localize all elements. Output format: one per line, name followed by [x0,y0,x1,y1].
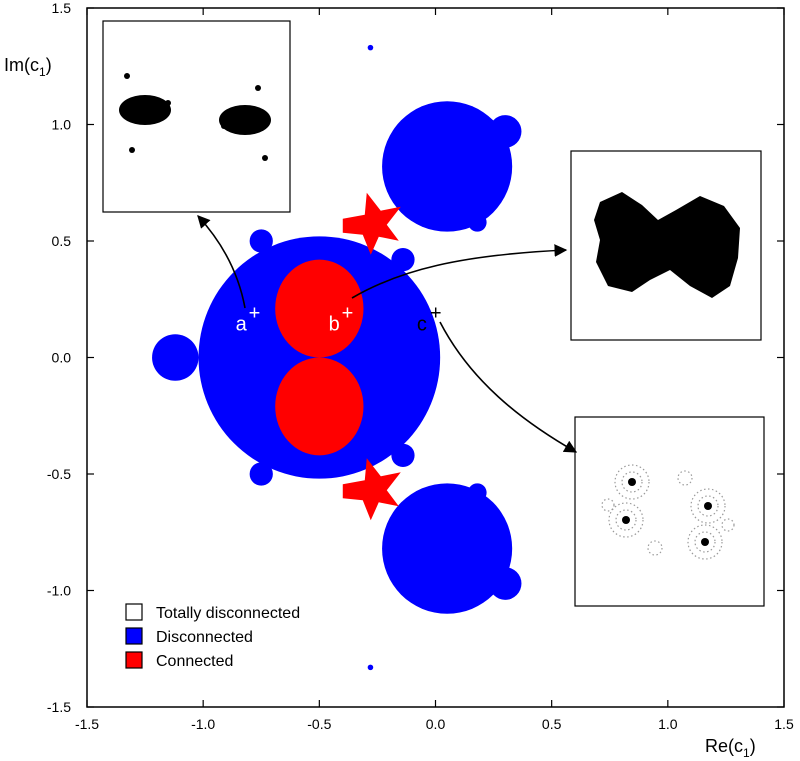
x-tick-label: 0.5 [542,716,562,732]
disconnected-small-bulb [391,247,415,272]
set-regions [152,44,522,671]
point-marker-b: + [342,303,354,325]
disconnected-small-bulb [468,483,487,502]
arrow-c-to-inset [439,321,578,453]
legend-swatch-totally-disconnected [125,603,143,621]
y-tick-label: 0.0 [52,350,72,366]
point-label-c: c [417,314,427,336]
x-tick-label: 0.0 [426,716,446,732]
disconnected-small-bulb [244,282,264,302]
point-label-a: a [236,314,248,336]
point-label-b: b [329,314,340,336]
x-axis-label: Re(c1) [705,736,756,760]
y-tick-label: -0.5 [47,466,71,482]
legend-label-disconnected: Disconnected [156,629,253,646]
connected-lower-cross [342,458,401,521]
point-labels: a + b + c + [236,303,442,336]
julia-set-c-image [601,464,735,560]
isolated-disconnected-point [367,44,374,51]
julia-set-b-image [594,192,740,298]
disconnected-small-bulb [249,462,273,486]
inset-c [574,416,765,607]
legend-label-connected: Connected [156,653,233,670]
y-tick-label: 1.0 [52,117,72,133]
x-tick-label: 1.5 [774,716,794,732]
x-tick-label: -1.0 [191,716,215,732]
y-tick-label: 1.5 [52,0,72,16]
axis-ticks: -1.5 -1.0 -0.5 0.0 0.5 1.0 1.5 1.5 1.0 0.5 0.0 -0.5… [47,0,794,732]
disconnected-small-bulb [391,443,415,468]
connected-upper-lobe [275,259,364,358]
inset-b [570,150,762,341]
disconnected-left-bulb [152,334,199,381]
inset-c-frame [574,416,765,607]
arrow-a-to-inset [197,215,246,309]
point-marker-a: + [249,303,261,325]
inset-a [102,20,291,213]
disconnected-small-bulb [488,567,522,600]
y-tick-label: -1.0 [47,583,71,599]
point-marker-c: + [430,303,442,325]
x-tick-label: -1.5 [75,716,99,732]
x-tick-label: 1.0 [658,716,678,732]
y-tick-label: -1.5 [47,699,71,715]
julia-set-a-image [119,73,271,161]
x-tick-label: -0.5 [307,716,331,732]
y-tick-label: 0.5 [52,233,72,249]
disconnected-small-bulb [244,413,264,433]
legend: Totally disconnected Disconnected Connec… [125,603,300,670]
disconnected-small-bulb [249,229,273,253]
legend-swatch-connected [125,651,143,669]
disconnected-upper-bulb [382,101,513,232]
disconnected-small-bulb [488,115,522,148]
legend-swatch-disconnected [125,627,143,645]
disconnected-small-bulb [468,213,487,232]
connected-upper-cross [342,192,401,255]
connected-lower-lobe [275,357,364,456]
legend-label-totally-disconnected: Totally disconnected [156,605,300,622]
disconnected-lower-bulb [382,483,513,614]
inset-arrows [197,215,578,453]
arrow-b-to-inset [351,244,568,299]
y-axis-label: Im(c1) [4,55,52,79]
isolated-disconnected-point [367,664,374,671]
